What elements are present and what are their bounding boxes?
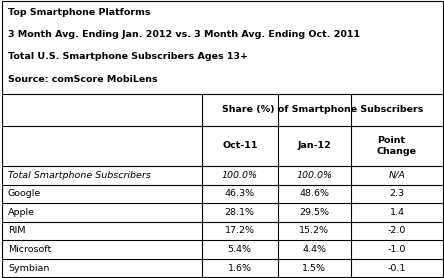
Text: 15.2%: 15.2% xyxy=(299,227,329,235)
Text: Apple: Apple xyxy=(8,208,35,217)
Text: Share (%) of Smartphone Subscribers: Share (%) of Smartphone Subscribers xyxy=(222,105,423,114)
Text: Source: comScore MobiLens: Source: comScore MobiLens xyxy=(8,75,158,84)
Text: 100.0%: 100.0% xyxy=(222,171,258,180)
Text: 1.5%: 1.5% xyxy=(302,264,326,273)
Text: 1.6%: 1.6% xyxy=(228,264,252,273)
Text: 100.0%: 100.0% xyxy=(296,171,332,180)
Text: Point
Change: Point Change xyxy=(377,136,417,155)
Text: Total U.S. Smartphone Subscribers Ages 13+: Total U.S. Smartphone Subscribers Ages 1… xyxy=(8,52,248,61)
Text: Microsoft: Microsoft xyxy=(8,245,51,254)
Text: -2.0: -2.0 xyxy=(388,227,406,235)
Text: 3 Month Avg. Ending Jan. 2012 vs. 3 Month Avg. Ending Oct. 2011: 3 Month Avg. Ending Jan. 2012 vs. 3 Mont… xyxy=(8,30,360,39)
Text: RIM: RIM xyxy=(8,227,25,235)
Text: 46.3%: 46.3% xyxy=(225,189,255,198)
Text: -0.1: -0.1 xyxy=(388,264,406,273)
Text: Google: Google xyxy=(8,189,41,198)
Text: Oct-11: Oct-11 xyxy=(222,141,258,150)
Text: 48.6%: 48.6% xyxy=(299,189,329,198)
Text: 29.5%: 29.5% xyxy=(299,208,329,217)
Text: 28.1%: 28.1% xyxy=(225,208,255,217)
Text: -1.0: -1.0 xyxy=(388,245,406,254)
Text: 2.3: 2.3 xyxy=(389,189,404,198)
Text: 5.4%: 5.4% xyxy=(228,245,252,254)
Text: Jan-12: Jan-12 xyxy=(297,141,331,150)
Text: N/A: N/A xyxy=(388,171,405,180)
Text: Symbian: Symbian xyxy=(8,264,49,273)
Text: Top Smartphone Platforms: Top Smartphone Platforms xyxy=(8,8,151,16)
Text: Total Smartphone Subscribers: Total Smartphone Subscribers xyxy=(8,171,151,180)
Text: 1.4: 1.4 xyxy=(389,208,404,217)
Text: 17.2%: 17.2% xyxy=(225,227,255,235)
Text: 4.4%: 4.4% xyxy=(302,245,326,254)
